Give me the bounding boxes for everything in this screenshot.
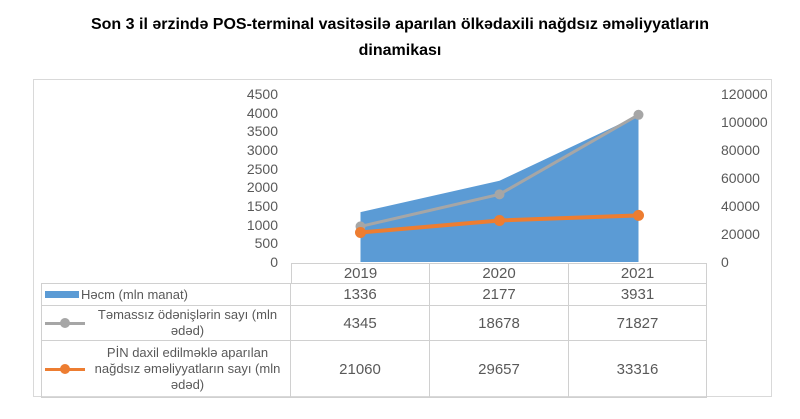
axis-tick-label: 120000 bbox=[721, 86, 768, 102]
legend-label: Təmassız ödənişlərin sayı (mln ədəd) bbox=[97, 307, 278, 338]
table-cell: 33316 bbox=[569, 341, 707, 398]
orange-line-swatch bbox=[45, 363, 85, 375]
table-cell: 71827 bbox=[569, 306, 707, 341]
axis-tick-label: 2000 bbox=[246, 179, 278, 196]
axis-tick-label: 3500 bbox=[246, 123, 278, 140]
table-header-year: 2020 bbox=[430, 263, 569, 284]
chart-frame: 0 500 1000 1500 2000 2500 3000 3500 4000 4500 0 20… bbox=[33, 79, 773, 398]
axis-tick-label: 40000 bbox=[721, 198, 760, 214]
axis-tick-label: 1500 bbox=[246, 198, 278, 214]
axis-tick-label: 20000 bbox=[721, 226, 760, 242]
axis-tick-label: 4000 bbox=[246, 104, 278, 121]
axis-tick-label: 80000 bbox=[721, 142, 760, 158]
table-header-year: 2019 bbox=[291, 263, 430, 284]
axis-tick-label: 0 bbox=[721, 254, 729, 270]
table-cell: 2177 bbox=[430, 284, 569, 306]
area-series-swatch bbox=[45, 291, 79, 298]
table-cell: 29657 bbox=[430, 341, 569, 398]
plot-area-svg bbox=[355, 109, 644, 262]
legend-item-temassiz: Təmassız ödənişlərin sayı (mln ədəd) bbox=[41, 306, 291, 341]
data-table: 2019 2020 2021 Həcm (mln manat) 1336 217… bbox=[41, 263, 707, 398]
legend-label: PİN daxil edilməklə aparılan nağdsız əməl… bbox=[94, 345, 281, 392]
axis-tick-label: 2500 bbox=[246, 160, 278, 177]
axis-tick-label: 100000 bbox=[721, 114, 768, 130]
gray-line-swatch bbox=[45, 317, 85, 329]
left-axis: 0 500 1000 1500 2000 2500 3000 3500 4000 4500 bbox=[34, 80, 278, 396]
table-cell: 1336 bbox=[291, 284, 430, 306]
marker-temassiz-2020 bbox=[494, 189, 505, 200]
marker-pin-2019 bbox=[355, 227, 366, 239]
axis-tick-label: 3000 bbox=[246, 142, 278, 158]
legend-item-hecm: Həcm (mln manat) bbox=[41, 284, 291, 306]
axis-tick-label: 60000 bbox=[721, 170, 760, 186]
legend-label: Həcm (mln manat) bbox=[81, 286, 188, 302]
axis-tick-label: 1000 bbox=[246, 216, 278, 233]
axis-tick-label: 4500 bbox=[246, 86, 278, 102]
legend-item-pin: PİN daxil edilməklə aparılan nağdsız əməl… bbox=[41, 341, 291, 398]
marker-pin-2020 bbox=[494, 214, 505, 226]
table-cell: 3931 bbox=[569, 284, 707, 306]
page-title: Son 3 il ərzində POS-terminal vasitəsilə… bbox=[90, 16, 709, 59]
marker-pin-2021 bbox=[633, 209, 644, 221]
table-cell: 21060 bbox=[291, 341, 430, 398]
axis-tick-label: 500 bbox=[254, 235, 278, 252]
table-corner-cell bbox=[41, 263, 291, 284]
marker-temassiz-2021 bbox=[633, 109, 644, 120]
table-cell: 4345 bbox=[291, 306, 430, 341]
axis-tick-label: 0 bbox=[270, 254, 278, 270]
table-header-year: 2021 bbox=[569, 263, 707, 284]
table-cell: 18678 bbox=[430, 306, 569, 341]
right-axis: 0 20000 40000 60000 80000 100000 120000 bbox=[721, 80, 773, 396]
